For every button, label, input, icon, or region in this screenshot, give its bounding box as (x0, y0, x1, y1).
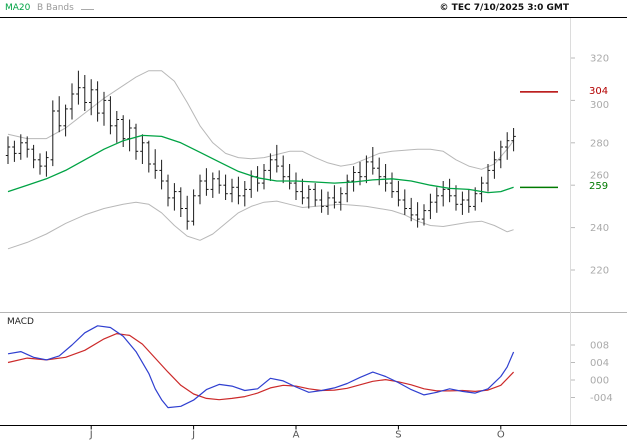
copyright-label: © TEC 7/10/2025 3:0 GMT (439, 3, 569, 13)
macd-axis-tick-label: 008 (590, 341, 609, 352)
x-axis-month-label: O (497, 430, 505, 440)
macd-axis-tick-label: 000 (590, 376, 609, 387)
price-axis-tick-label: 300 (590, 100, 609, 111)
macd-signal-line (7, 333, 515, 401)
macd-line (7, 325, 515, 409)
price-axis-tick-label: 260 (590, 171, 609, 182)
support-level-label: 259 (589, 181, 609, 192)
macd-panel-label: MACD (7, 317, 34, 327)
price-axis-tick-label: 240 (590, 223, 609, 234)
price-axis-tick-label: 220 (590, 266, 609, 277)
ma20-line (7, 134, 514, 194)
x-axis-month-label: A (293, 430, 300, 440)
macd-axis-tick-label: 004 (590, 358, 609, 369)
bollinger-upper-line (7, 70, 514, 170)
bbands-legend-line-sample (81, 9, 94, 10)
x-axis-month-label: J (191, 430, 195, 440)
bollinger-lower-line (7, 200, 514, 250)
x-axis-month-label: S (395, 430, 401, 440)
ma20-legend-label: MA20 (5, 3, 31, 13)
resistance-level-label: 304 (589, 86, 609, 97)
price-axis-tick-label: 320 (590, 54, 609, 65)
x-axis-month-label: J (89, 430, 93, 440)
bbands-legend-label: B Bands (37, 3, 74, 13)
price-bars (5, 70, 516, 230)
macd-axis-tick-label: -004 (590, 393, 613, 404)
price-axis-tick-label: 280 (590, 138, 609, 149)
